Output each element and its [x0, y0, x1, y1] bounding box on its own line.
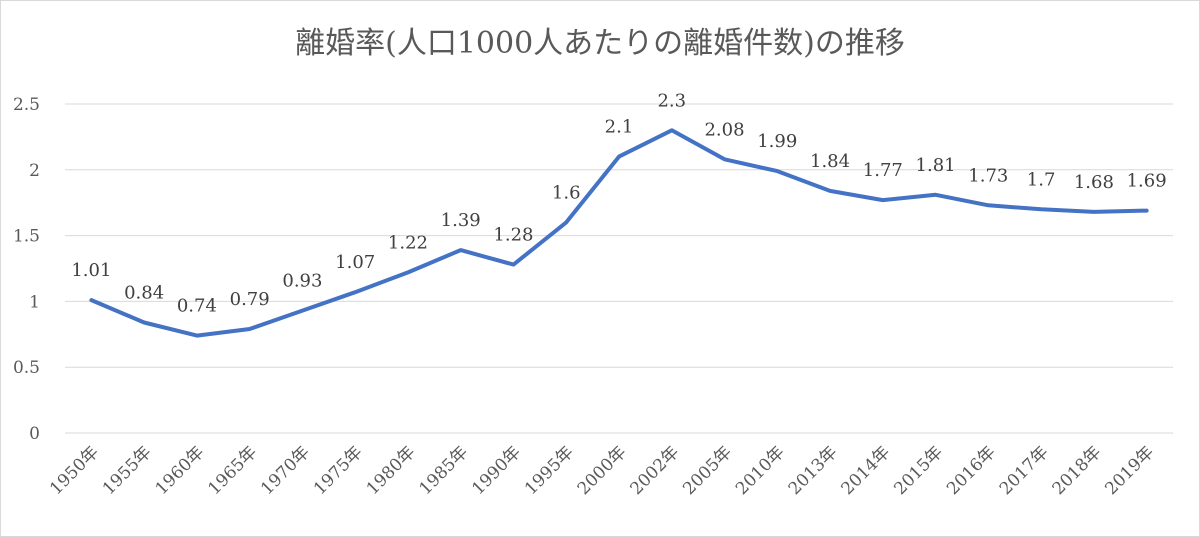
- data-label: 1.39: [441, 210, 481, 231]
- x-tick-label: 1995年: [521, 442, 578, 499]
- x-tick-label: 1950年: [46, 442, 103, 499]
- x-tick-label: 2018年: [1049, 442, 1106, 499]
- x-tick-label: 1980年: [363, 442, 420, 499]
- data-label: 1.77: [863, 160, 903, 181]
- data-label: 1.28: [493, 225, 533, 246]
- x-tick-label: 1975年: [310, 442, 367, 499]
- data-label: 0.84: [124, 282, 164, 303]
- x-tick-label: 2000年: [574, 442, 631, 499]
- x-tick-label: 1965年: [204, 442, 261, 499]
- y-tick-label: 1: [29, 292, 40, 312]
- data-label: 0.79: [230, 289, 270, 310]
- data-label: 1.99: [757, 131, 797, 152]
- data-label: 1.84: [810, 151, 850, 172]
- data-label: 1.22: [388, 232, 428, 253]
- y-axis-ticks: 0 0.5 1 1.5 2 2.5: [13, 95, 40, 444]
- data-label: 2.08: [704, 119, 744, 140]
- x-tick-label: 1985年: [415, 442, 472, 499]
- gridlines: [65, 103, 1173, 434]
- y-tick-label: 2: [29, 161, 40, 181]
- x-tick-label: 2005年: [679, 442, 736, 499]
- x-tick-label: 2010年: [732, 442, 789, 499]
- data-label: 1.69: [1127, 171, 1167, 192]
- data-label: 2.3: [657, 90, 686, 111]
- x-tick-label: 1960年: [152, 442, 209, 499]
- x-tick-label: 2014年: [838, 442, 895, 499]
- x-tick-label: 1955年: [99, 442, 156, 499]
- data-labels: 1.01 0.84 0.74 0.79 0.93 1.07 1.22 1.39 1.28 1.6 2…: [71, 90, 1166, 316]
- x-tick-label: 2015年: [890, 442, 947, 499]
- data-label: 1.01: [71, 260, 111, 281]
- data-label: 0.93: [282, 271, 322, 292]
- y-tick-label: 2.5: [13, 95, 40, 115]
- chart-title: 離婚率(人口1000人あたりの離婚件数)の推移: [295, 26, 905, 61]
- data-label: 2.1: [605, 117, 634, 138]
- series-line: [89, 128, 1149, 338]
- x-tick-label: 2016年: [943, 442, 1000, 499]
- x-tick-label: 2019年: [1101, 442, 1158, 499]
- y-tick-label: 1.5: [13, 227, 40, 247]
- data-label: 0.74: [177, 296, 217, 317]
- y-tick-label: 0: [29, 424, 40, 444]
- x-axis-ticks: 1950年1955年1960年1965年1970年1975年1980年1985年…: [46, 442, 1158, 499]
- y-tick-label: 0.5: [13, 358, 40, 378]
- x-tick-label: 2013年: [785, 442, 842, 499]
- data-label: 1.73: [968, 165, 1008, 186]
- x-tick-label: 2002年: [627, 442, 684, 499]
- series-line-layer: [89, 128, 1149, 338]
- data-label: 1.07: [335, 252, 375, 273]
- x-tick-label: 2017年: [996, 442, 1053, 499]
- x-tick-label: 1970年: [257, 442, 314, 499]
- x-tick-label: 1990年: [468, 442, 525, 499]
- data-label: 1.81: [916, 155, 956, 176]
- data-label: 1.7: [1027, 169, 1056, 190]
- data-label: 1.68: [1074, 172, 1114, 193]
- data-label: 1.6: [552, 182, 581, 203]
